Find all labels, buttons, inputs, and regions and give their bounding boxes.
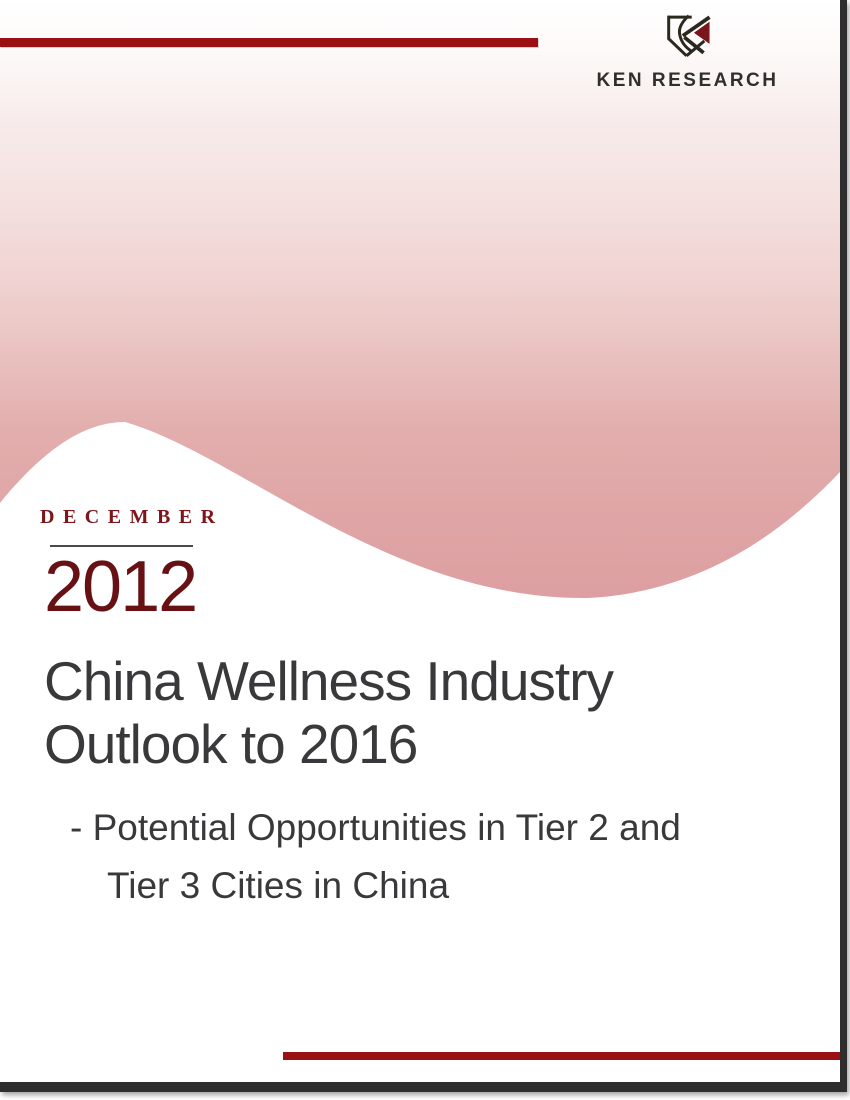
company-logo: KEN RESEARCH [580,6,795,92]
logo-wordmark: KEN RESEARCH [596,70,779,91]
wave-gradient-background [0,0,840,599]
report-title-line2: Outlook to 2016 [44,713,418,775]
top-accent-bar [0,38,538,47]
report-subtitle-line1: - Potential Opportunities in Tier 2 and [70,807,681,848]
report-subtitle-line2: Tier 3 Cities in China [107,865,450,906]
cover-year-label: 2012 [44,547,198,627]
report-title: China Wellness Industry Outlook to 2016 [44,650,614,776]
month-underline-rule [50,545,193,547]
ken-research-shield-k-icon [666,14,711,57]
report-title-line1: China Wellness Industry [44,650,614,712]
cover-month-label: DECEMBER [40,506,224,528]
report-subtitle: - Potential Opportunities in Tier 2 and … [70,799,681,915]
logo-red-triangle-icon [693,21,710,44]
bottom-accent-bar [283,1052,840,1060]
